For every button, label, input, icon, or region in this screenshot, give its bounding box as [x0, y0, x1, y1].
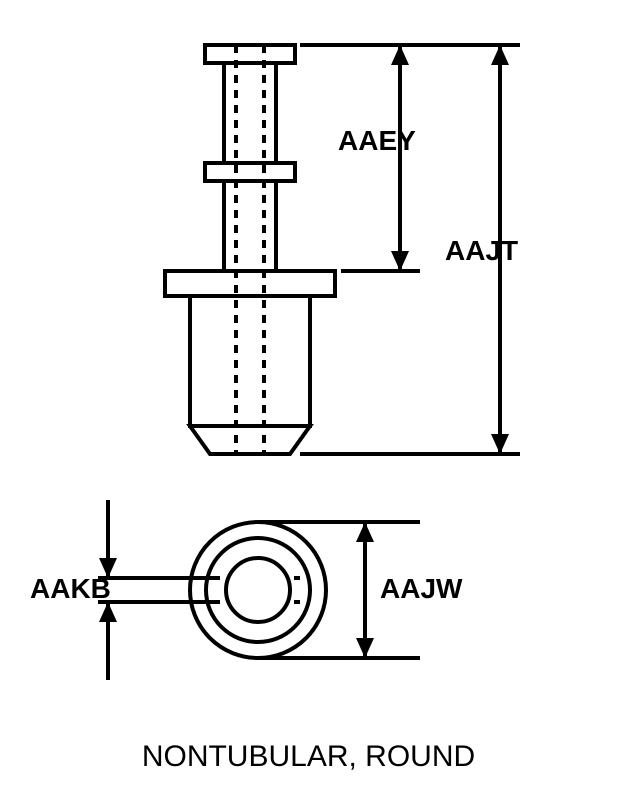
svg-text:AAEY: AAEY — [338, 125, 416, 156]
svg-text:AAKB: AAKB — [30, 573, 111, 604]
caption-text: NONTUBULAR, ROUND — [0, 740, 617, 774]
svg-text:AAJT: AAJT — [445, 235, 518, 266]
technical-drawing: AAEY AAJT AAKB AAJW — [0, 0, 617, 805]
svg-text:AAJW: AAJW — [380, 573, 463, 604]
